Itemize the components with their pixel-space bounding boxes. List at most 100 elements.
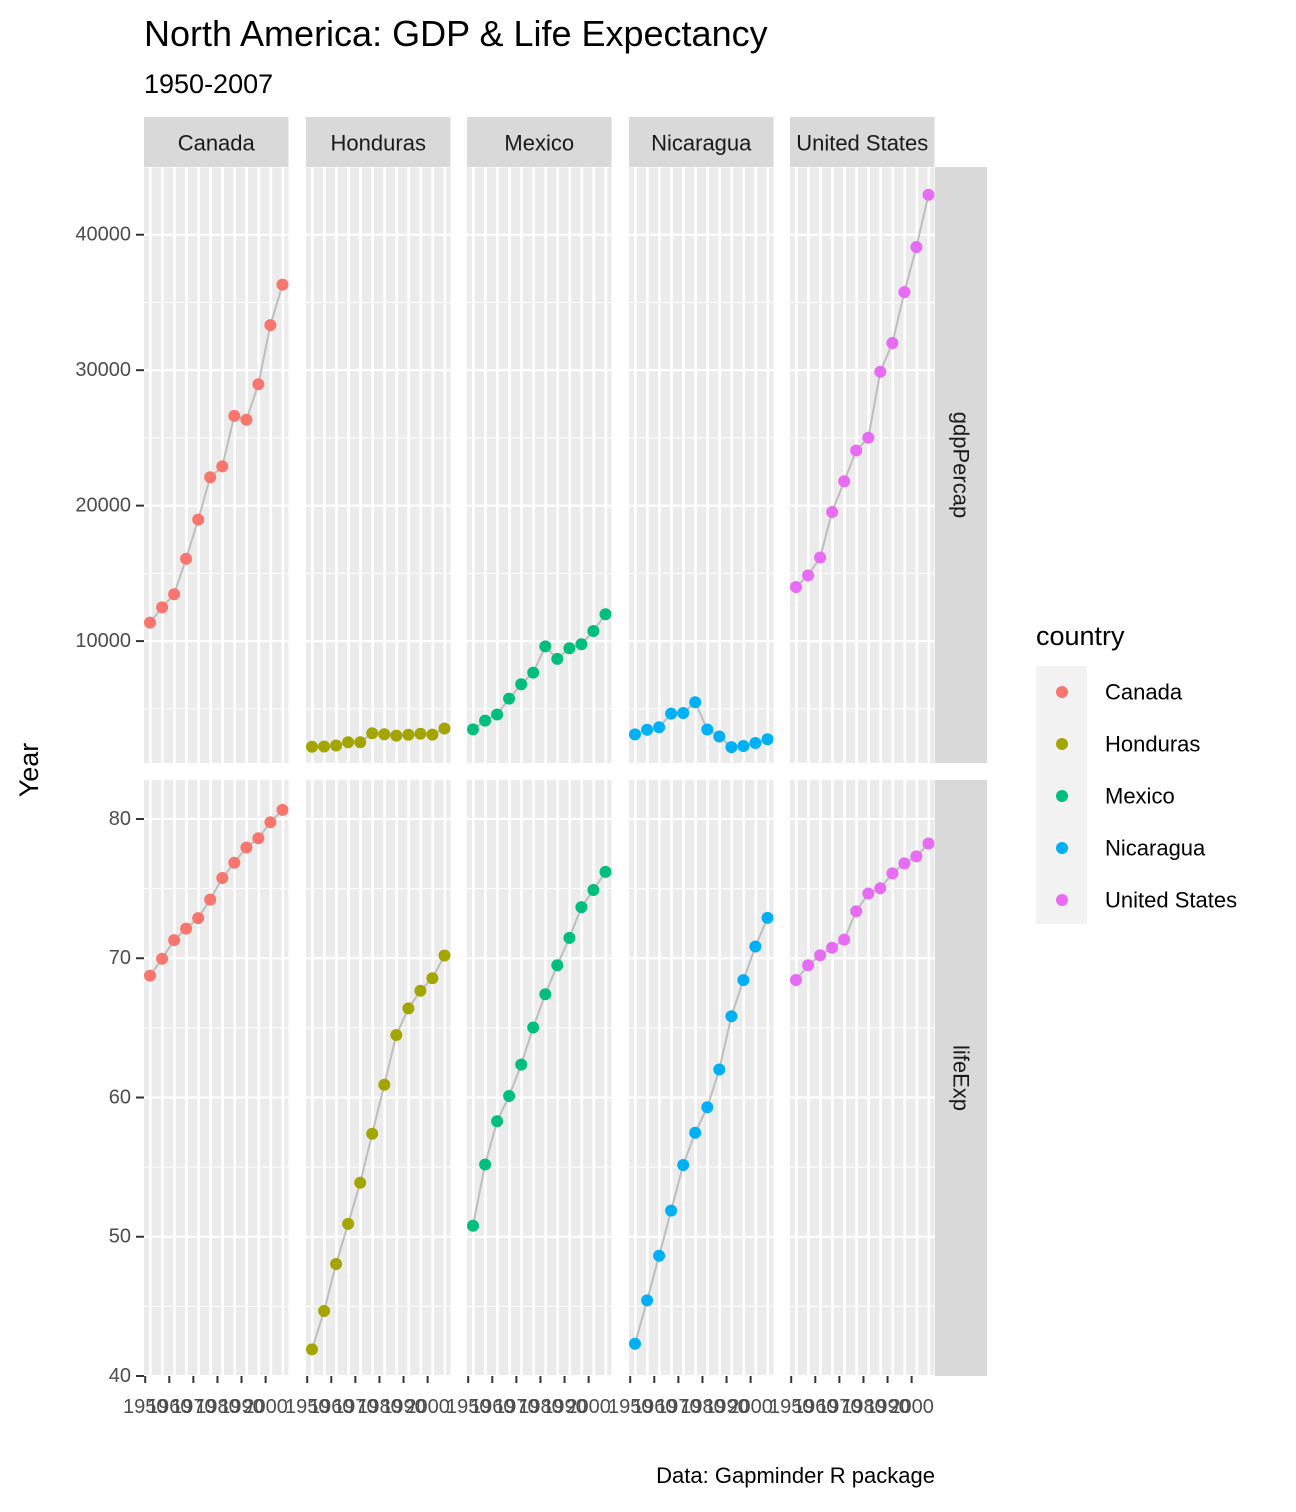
point-nicaragua-gdppercap-1997	[737, 740, 750, 752]
point-nicaragua-lifeexp-2002	[749, 940, 762, 953]
legend-label-nicaragua: Nicaragua	[1105, 836, 1206, 861]
point-canada-lifeexp-1957	[156, 952, 169, 965]
y-tick-label: 30000	[75, 359, 131, 381]
point-united-states-gdppercap-1962	[814, 551, 827, 564]
y-tick-label: 40000	[75, 224, 131, 246]
point-mexico-lifeexp-1982	[539, 988, 552, 1001]
point-mexico-gdppercap-2007	[599, 608, 612, 621]
x-tick-label: 1950	[446, 1396, 491, 1418]
point-canada-lifeexp-1977	[204, 893, 217, 906]
legend-key-mexico	[1056, 790, 1068, 802]
point-nicaragua-gdppercap-1967	[665, 707, 678, 720]
panel-nicaragua-gdppercap	[629, 167, 774, 763]
point-mexico-lifeexp-1977	[527, 1021, 540, 1034]
point-nicaragua-lifeexp-1977	[689, 1126, 702, 1139]
point-honduras-lifeexp-2007	[438, 949, 451, 962]
point-honduras-lifeexp-1977	[366, 1127, 379, 1140]
point-canada-gdppercap-1952	[144, 616, 156, 629]
point-mexico-gdppercap-1992	[563, 642, 576, 655]
point-honduras-gdppercap-1987	[390, 729, 403, 742]
col-strip-label-canada: Canada	[178, 131, 256, 156]
point-united-states-gdppercap-1957	[802, 569, 815, 582]
point-mexico-lifeexp-1972	[515, 1058, 528, 1071]
point-canada-lifeexp-1952	[144, 969, 156, 982]
point-mexico-lifeexp-1987	[551, 959, 564, 972]
point-mexico-lifeexp-1962	[491, 1115, 504, 1128]
point-united-states-lifeexp-1977	[850, 905, 863, 918]
x-tick-label: 1950	[123, 1396, 168, 1418]
point-canada-gdppercap-1977	[204, 471, 217, 484]
y-tick-label: 60	[109, 1086, 131, 1108]
point-honduras-gdppercap-1992	[402, 728, 415, 741]
x-tick-label: 1970	[494, 1396, 539, 1418]
x-tick-label: 2000	[889, 1396, 934, 1418]
point-mexico-gdppercap-1977	[527, 666, 540, 679]
legend-key-canada	[1056, 686, 1068, 698]
col-strip-honduras	[306, 117, 451, 167]
x-tick-label: 1970	[817, 1396, 862, 1418]
x-tick-label: 2000	[728, 1396, 773, 1418]
point-honduras-gdppercap-1952	[306, 740, 318, 753]
point-canada-gdppercap-1967	[180, 552, 193, 565]
point-united-states-lifeexp-1957	[802, 959, 815, 972]
x-tick-label: 1990	[381, 1396, 426, 1418]
point-canada-lifeexp-2002	[264, 816, 277, 829]
point-honduras-lifeexp-1967	[342, 1217, 355, 1230]
x-tick-label: 1960	[470, 1396, 515, 1418]
point-nicaragua-lifeexp-1992	[725, 1010, 738, 1023]
point-united-states-gdppercap-1987	[874, 365, 887, 378]
point-nicaragua-lifeexp-1962	[653, 1249, 666, 1262]
panel-united-states-gdppercap	[790, 167, 935, 763]
point-honduras-gdppercap-2007	[438, 722, 451, 735]
point-mexico-gdppercap-1952	[467, 723, 479, 736]
point-united-states-gdppercap-1972	[838, 475, 851, 488]
legend-label-mexico: Mexico	[1105, 784, 1175, 809]
point-nicaragua-gdppercap-2007	[761, 733, 774, 746]
point-nicaragua-lifeexp-1952	[629, 1337, 641, 1350]
point-honduras-lifeexp-1992	[402, 1002, 415, 1015]
x-tick-label: 1950	[285, 1396, 330, 1418]
col-strip-nicaragua	[629, 117, 774, 167]
x-tick-label: 2000	[243, 1396, 288, 1418]
point-mexico-gdppercap-1957	[479, 714, 492, 727]
point-united-states-gdppercap-1982	[862, 431, 875, 444]
row-strip-label-gdppercap: gdpPercap	[949, 412, 974, 518]
point-canada-gdppercap-1962	[168, 588, 181, 601]
point-mexico-lifeexp-1957	[479, 1158, 492, 1171]
legend-key-honduras	[1056, 738, 1068, 750]
point-canada-gdppercap-1982	[216, 460, 229, 473]
point-mexico-gdppercap-1962	[491, 708, 504, 721]
panel-honduras-gdppercap	[306, 167, 451, 763]
point-nicaragua-gdppercap-1987	[713, 730, 726, 743]
point-honduras-gdppercap-1967	[342, 736, 355, 749]
point-nicaragua-gdppercap-1992	[725, 741, 738, 754]
panel-canada-gdppercap	[144, 167, 289, 763]
x-tick-label: 1960	[793, 1396, 838, 1418]
point-mexico-gdppercap-1972	[515, 678, 528, 691]
point-mexico-lifeexp-1992	[563, 931, 576, 944]
col-strip-label-united-states: United States	[796, 131, 928, 156]
y-tick-label: 40	[109, 1365, 131, 1387]
point-nicaragua-gdppercap-1952	[629, 728, 641, 741]
x-tick-label: 1990	[542, 1396, 587, 1418]
point-canada-lifeexp-1992	[240, 841, 253, 854]
point-mexico-gdppercap-2002	[587, 625, 600, 637]
legend: country Canada Honduras Mexico Nicaragua Uni…	[1036, 621, 1237, 924]
point-nicaragua-lifeexp-1972	[677, 1159, 690, 1171]
point-canada-lifeexp-1987	[228, 856, 241, 869]
point-mexico-lifeexp-1997	[575, 901, 588, 914]
x-tick-label: 1990	[219, 1396, 264, 1418]
point-united-states-lifeexp-2007	[922, 837, 935, 850]
point-united-states-gdppercap-1997	[898, 286, 911, 299]
x-tick-label: 1990	[865, 1396, 910, 1418]
point-nicaragua-lifeexp-1967	[665, 1204, 678, 1217]
point-united-states-lifeexp-1952	[790, 974, 802, 986]
point-honduras-gdppercap-1957	[318, 740, 331, 753]
point-nicaragua-lifeexp-1997	[737, 974, 750, 987]
legend-label-canada: Canada	[1105, 680, 1183, 705]
point-honduras-lifeexp-1997	[414, 984, 427, 997]
point-canada-gdppercap-2002	[264, 319, 277, 332]
row-strip-lifeexp	[935, 780, 987, 1376]
chart-title: North America: GDP & Life Expectancy	[144, 13, 768, 54]
point-united-states-gdppercap-1992	[886, 337, 899, 349]
